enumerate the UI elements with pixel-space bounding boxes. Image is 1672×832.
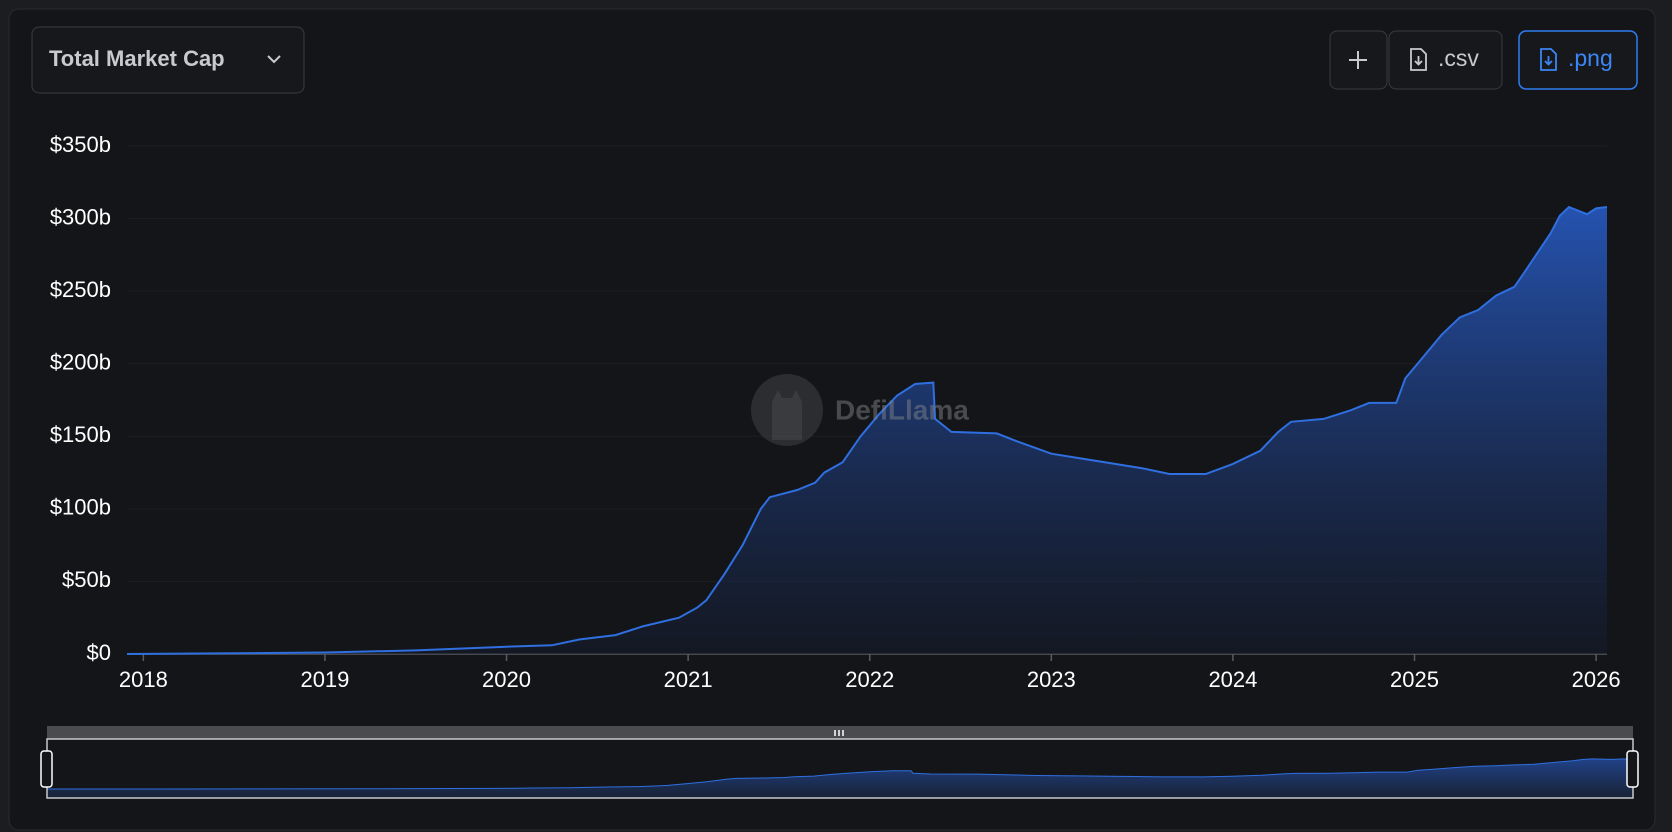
y-tick-label: $150b — [50, 422, 111, 447]
series-line — [126, 205, 1608, 655]
navigator-handle[interactable] — [40, 750, 53, 788]
png-button[interactable]: .png — [1518, 30, 1638, 90]
y-tick-label: $200b — [50, 350, 111, 375]
plus-icon — [1349, 51, 1367, 69]
add-button[interactable] — [1329, 30, 1388, 90]
x-tick-label: 2021 — [664, 667, 713, 692]
navigator[interactable] — [40, 726, 1639, 799]
x-tick-label: 2026 — [1572, 667, 1621, 692]
x-tick-label: 2019 — [300, 667, 349, 692]
x-tick-label: 2020 — [482, 667, 531, 692]
file-icon — [1410, 48, 1427, 71]
x-tick-label: 2025 — [1390, 667, 1439, 692]
watermark-text: DefiLlama — [835, 394, 969, 425]
png-label: .png — [1568, 45, 1613, 71]
metric-select[interactable]: Total Market Cap — [31, 26, 305, 94]
watermark: DefiLlama — [751, 374, 969, 446]
x-tick-label: 2024 — [1208, 667, 1257, 692]
y-tick-label: $300b — [50, 204, 111, 229]
csv-button[interactable]: .csv — [1388, 30, 1503, 90]
x-tick-label: 2018 — [119, 667, 168, 692]
y-tick-label: $250b — [50, 277, 111, 302]
file-icon — [1540, 48, 1557, 71]
metric-select-label: Total Market Cap — [49, 46, 225, 71]
area-fill — [127, 207, 1607, 654]
y-tick-label: $0 — [87, 640, 111, 665]
navigator-handle[interactable] — [1626, 750, 1639, 788]
chevron-icon — [267, 55, 281, 64]
x-tick-label: 2022 — [845, 667, 894, 692]
y-tick-label: $50b — [62, 567, 111, 592]
y-tick-label: $100b — [50, 495, 111, 520]
x-tick-label: 2023 — [1027, 667, 1076, 692]
csv-label: .csv — [1438, 45, 1479, 71]
navigator-area — [46, 758, 1634, 799]
y-tick-label: $350b — [50, 132, 111, 157]
